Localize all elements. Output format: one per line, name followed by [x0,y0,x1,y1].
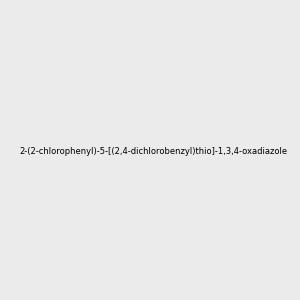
Text: 2-(2-chlorophenyl)-5-[(2,4-dichlorobenzyl)thio]-1,3,4-oxadiazole: 2-(2-chlorophenyl)-5-[(2,4-dichlorobenzy… [20,147,288,156]
